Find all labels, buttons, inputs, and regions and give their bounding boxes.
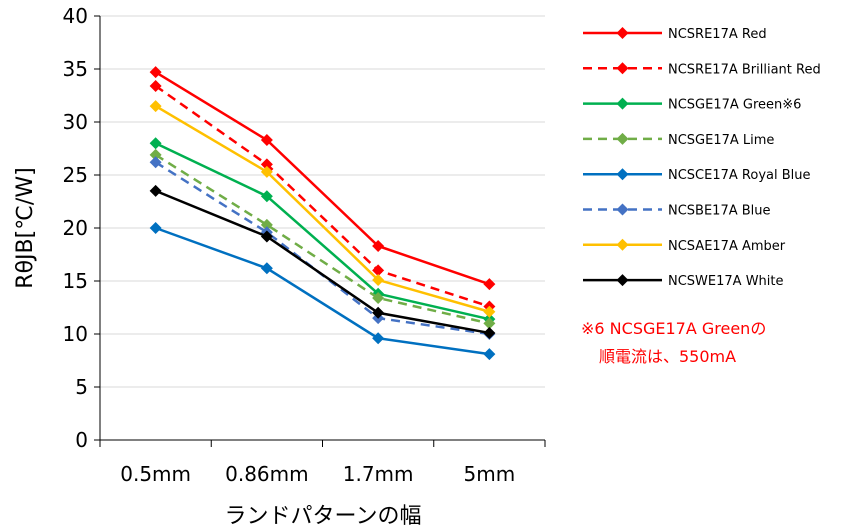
data-point [149, 156, 162, 169]
legend-item-5: NCSBE17A Blue [583, 203, 771, 219]
series-1 [149, 79, 496, 313]
legend-item-0: NCSRE17A Red [583, 27, 767, 42]
y-tick-label: 0 [75, 428, 88, 452]
x-axis-title: ランドパターンの幅 [225, 504, 422, 529]
series-line [155, 189, 490, 335]
y-tick-label: 25 [63, 163, 88, 187]
data-point [372, 332, 385, 345]
data-point [483, 305, 496, 318]
data-point [260, 230, 273, 243]
legend-label: NCSGE17A Lime [668, 133, 774, 148]
legend-swatch-marker [616, 238, 629, 251]
legend: NCSRE17A Red NCSRE17A Brilliant Red NCSGE1… [583, 27, 821, 289]
data-point [260, 165, 273, 178]
series-6 [149, 100, 496, 318]
series-line [154, 71, 490, 286]
legend-label: NCSAE17A Amber [668, 239, 786, 254]
y-axis-title: RθJB[℃/W] [13, 167, 38, 288]
data-point [260, 190, 273, 203]
series-line [154, 153, 490, 325]
data-point [149, 222, 162, 234]
data-point [149, 79, 162, 92]
series-line [155, 226, 490, 356]
legend-label: NCSBE17A Blue [668, 204, 771, 219]
series-line [154, 84, 490, 308]
legend-item-3: NCSGE17A Lime [583, 132, 774, 148]
series-line [154, 105, 490, 313]
legend-swatch-marker [616, 62, 629, 75]
legend-swatch-marker [616, 274, 629, 287]
legend-item-2: NCSGE17A Green※6 [583, 97, 801, 113]
x-tick-label: 1.7mm [343, 462, 414, 486]
data-point [149, 184, 162, 197]
series-2 [149, 137, 496, 326]
data-point [483, 326, 496, 339]
legend-swatch-marker [616, 27, 629, 39]
series-4 [149, 222, 496, 361]
legend-item-4: NCSCE17A Royal Blue [583, 168, 811, 183]
data-point [149, 137, 162, 150]
x-tick-label: 5mm [464, 462, 516, 486]
legend-item-6: NCSAE17A Amber [583, 238, 786, 254]
data-point [260, 134, 273, 147]
data-point [483, 278, 496, 291]
data-point [372, 240, 385, 253]
series-0 [149, 66, 496, 291]
y-tick-label: 40 [63, 4, 88, 28]
legend-label: NCSRE17A Red [668, 27, 767, 42]
legend-label: NCSGE17A Green※6 [668, 98, 801, 113]
data-point [372, 306, 385, 319]
x-tick-label: 0.5mm [120, 462, 191, 486]
note-line-2: 順電流は、550mA [599, 347, 736, 366]
y-tick-label: 10 [63, 322, 88, 346]
y-tick-label: 35 [63, 57, 88, 81]
data-point [483, 348, 496, 361]
data-point [372, 264, 385, 277]
legend-label: NCSCE17A Royal Blue [668, 168, 811, 183]
series-7 [149, 184, 496, 339]
legend-item-7: NCSWE17A White [583, 274, 784, 289]
data-point [149, 100, 162, 113]
axes: 0 5 10 15 20 25 30 35 40 0.5mm 0.86mm 1.7mm 5mm [63, 4, 546, 486]
series-group [149, 66, 496, 361]
legend-swatch-marker [616, 203, 629, 216]
data-point [149, 66, 162, 79]
legend-swatch-marker [616, 132, 629, 145]
y-tick-label: 30 [63, 110, 88, 134]
legend-item-1: NCSRE17A Brilliant Red [583, 62, 821, 77]
series-line [155, 142, 490, 321]
note-line-1: ※6 NCSGE17A Greenの [581, 319, 766, 338]
y-tick-label: 15 [63, 269, 88, 293]
data-point [372, 291, 385, 304]
legend-swatch-marker [616, 168, 629, 181]
data-point [372, 273, 385, 286]
data-point [149, 148, 162, 161]
data-point [260, 158, 273, 171]
data-point [483, 317, 496, 330]
legend-label: NCSWE17A White [668, 274, 784, 289]
data-point [260, 218, 273, 231]
y-tick-label: 20 [63, 216, 88, 240]
legend-label: NCSRE17A Brilliant Red [668, 62, 821, 77]
y-tick-label: 5 [75, 375, 88, 399]
data-point [260, 262, 273, 275]
series-3 [149, 148, 496, 330]
x-tick-label: 0.86mm [225, 462, 309, 486]
legend-swatch-marker [616, 97, 629, 110]
